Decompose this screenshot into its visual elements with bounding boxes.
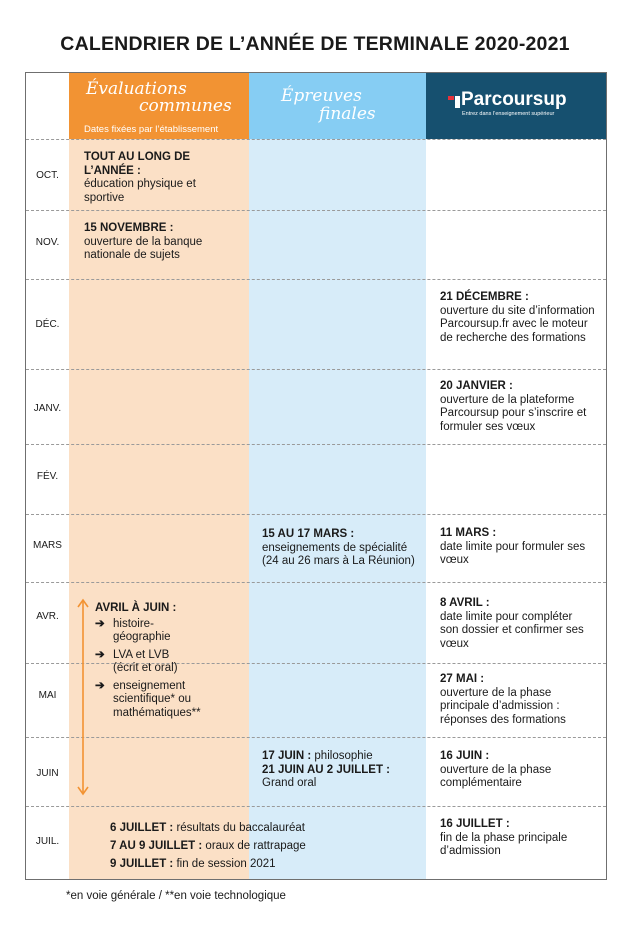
- ps-juin-date: 16 JUIN :: [440, 750, 490, 762]
- row-separator: [26, 139, 606, 140]
- list-item: ➔ enseignement scientifique* ou mathémati…: [95, 679, 201, 719]
- evaluations-title-line2: communes: [139, 96, 232, 116]
- row-separator: [26, 737, 606, 738]
- ep-juin1-date: 17 JUIN :: [262, 750, 312, 762]
- ps-mai-text: ouverture de la phase principale d’admis…: [440, 686, 566, 726]
- evaluations-title-line1: Évaluations: [86, 79, 187, 99]
- ps-dec-entry: 21 DÉCEMBRE : ouverture du site d’inform…: [440, 291, 595, 345]
- row-separator: [26, 279, 606, 280]
- eval-avr-entry: AVRIL À JUIN : ➔ histoire-géographie ➔ LVA…: [95, 602, 245, 724]
- ps-mars-date: 11 MARS :: [440, 527, 497, 539]
- ep-juin2-date: 21 JUIN AU 2 JUILLET :: [262, 763, 391, 776]
- ps-mai-entry: 27 MAI : ouverture de la phase principal…: [440, 673, 590, 727]
- page-title: CALENDRIER DE L’ANNÉE DE TERMINALE 2020-…: [60, 33, 570, 55]
- month-oct: OCT.: [36, 170, 59, 181]
- ps-avr-text: date limite pour compléter son dossier e…: [440, 610, 584, 650]
- month-mai: MAI: [38, 690, 57, 701]
- eval-nov-entry: 15 NOVEMBRE : ouverture de la banque nat…: [84, 222, 234, 263]
- row-separator: [26, 210, 606, 211]
- month-juil: JUIL.: [35, 836, 60, 847]
- month-mars: MARS: [33, 540, 62, 551]
- eval-nov-text: ouverture de la banque nationale de suje…: [84, 235, 203, 262]
- ep-mars-date: 15 AU 17 MARS :: [262, 528, 355, 540]
- ps-mai-date: 27 MAI :: [440, 673, 485, 685]
- juil-item: 9 JUILLET : fin de session 2021: [110, 858, 276, 870]
- month-dec: DÉC.: [35, 319, 60, 330]
- eval-oct-date: TOUT AU LONG DE L’ANNÉE :: [84, 151, 191, 177]
- month-juin: JUIN: [36, 768, 59, 779]
- eval-nov-date: 15 NOVEMBRE :: [84, 222, 174, 234]
- ps-juin-entry: 16 JUIN : ouverture de la phase compléme…: [440, 750, 590, 791]
- ep-mars-text: enseignements de spécialité (24 au 26 ma…: [262, 541, 415, 568]
- month-avr: AVR.: [36, 611, 59, 622]
- ps-juil-entry: 16 JUILLET : fin de la phase principale …: [440, 818, 590, 859]
- calendar-frame: [25, 72, 607, 880]
- period-arrow-icon: [77, 598, 89, 796]
- footnote: *en voie générale / **en voie technologi…: [66, 890, 286, 902]
- row-separator: [26, 514, 606, 515]
- month-fev: FÉV.: [36, 471, 59, 482]
- evaluations-subtitle: Dates fixées par l’établissement: [84, 124, 219, 135]
- month-nov: NOV.: [35, 237, 60, 248]
- parcoursup-tagline: Entrez dans l’enseignement supérieur: [462, 111, 555, 117]
- ep-mars-entry: 15 AU 17 MARS : enseignements de spécial…: [262, 528, 422, 569]
- epreuves-title-line2: finales: [319, 104, 376, 124]
- eval-oct-text: éducation physique et sportive: [84, 178, 196, 204]
- ps-mars-text: date limite pour formuler ses vœux: [440, 540, 586, 567]
- juil-item: 7 AU 9 JUILLET : oraux de rattrapage: [110, 840, 306, 852]
- evaluations-column: [69, 73, 249, 879]
- row-separator: [26, 369, 606, 370]
- arrow-right-icon: ➔: [95, 617, 105, 630]
- row-separator: [26, 806, 606, 807]
- evaluations-header: Évaluations communes Dates fixées par l’…: [69, 73, 249, 139]
- ps-dec-date: 21 DÉCEMBRE :: [440, 291, 529, 303]
- eval-oct-entry: TOUT AU LONG DE L’ANNÉE : éducation phys…: [84, 151, 204, 205]
- juil-entries: 6 JUILLET : résultats du baccalauréat 7 …: [110, 819, 410, 873]
- row-separator: [26, 444, 606, 445]
- ps-janv-text: ouverture de la plateforme Parcoursup po…: [440, 393, 587, 433]
- ps-juil-text: fin de la phase principale d’admission: [440, 831, 568, 858]
- ps-juil-date: 16 JUILLET :: [440, 818, 510, 830]
- list-item: ➔ histoire-géographie: [95, 617, 171, 644]
- logo-dot-icon: [448, 96, 454, 100]
- epreuves-header: Épreuves finales: [249, 73, 426, 139]
- ps-dec-text: ouverture du site d’information Parcours…: [440, 304, 595, 344]
- eval-avr-date: AVRIL À JUIN :: [95, 602, 177, 614]
- ps-janv-entry: 20 JANVIER : ouverture de la plateforme …: [440, 380, 590, 434]
- logo-bar-icon: [455, 96, 460, 108]
- ps-juin-text: ouverture de la phase complémentaire: [440, 763, 552, 790]
- month-janv: JANV.: [33, 403, 62, 414]
- arrow-right-icon: ➔: [95, 679, 105, 692]
- parcoursup-logo-text: Parcoursup: [461, 89, 567, 110]
- arrow-right-icon: ➔: [95, 648, 105, 661]
- ps-avr-date: 8 AVRIL :: [440, 597, 490, 609]
- row-separator: [26, 582, 606, 583]
- ps-mars-entry: 11 MARS : date limite pour formuler ses …: [440, 527, 590, 568]
- epreuves-column: [249, 73, 426, 879]
- ps-janv-date: 20 JANVIER :: [440, 380, 513, 392]
- list-item: ➔ LVA et LVB (écrit et oral): [95, 648, 178, 675]
- epreuves-title-line1: Épreuves: [281, 86, 362, 106]
- parcoursup-header: Parcoursup Entrez dans l’enseignement su…: [426, 73, 606, 139]
- row-separator: [26, 663, 606, 664]
- ep-juin1-text: philosophie: [311, 750, 373, 762]
- juil-item: 6 JUILLET : résultats du baccalauréat: [110, 822, 305, 834]
- ep-juin-entry: 17 JUIN : philosophie 21 JUIN AU 2 JUILL…: [262, 750, 422, 791]
- ep-juin2-text: Grand oral: [262, 777, 317, 789]
- ps-avr-entry: 8 AVRIL : date limite pour compléter son…: [440, 597, 590, 651]
